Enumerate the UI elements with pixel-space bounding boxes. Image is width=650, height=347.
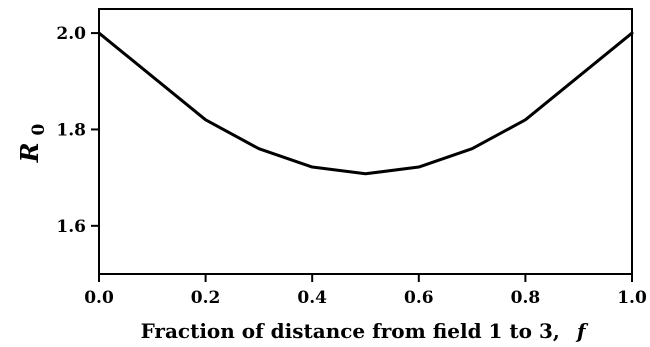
y-tick-label: 2.0 (56, 24, 86, 44)
y-tick-label: 1.8 (56, 120, 86, 140)
x-axis-title-text: Fraction of distance from field 1 to 3, (141, 319, 560, 343)
y-axis-ticks: 1.6 1.8 2.0 (56, 24, 99, 237)
y-axis-title: R 0 (15, 123, 49, 163)
x-tick-label: 0.6 (404, 288, 434, 308)
x-tick-label: 0.2 (191, 288, 221, 308)
x-axis-title: Fraction of distance from field 1 to 3, … (141, 319, 589, 343)
x-tick-label: 0.8 (511, 288, 541, 308)
y-tick-label: 1.6 (56, 217, 86, 237)
x-tick-label: 0.0 (84, 288, 114, 308)
x-axis-variable: f (575, 319, 589, 343)
x-tick-label: 1.0 (617, 288, 647, 308)
plot-frame (98, 8, 633, 275)
series-line (97, 31, 634, 176)
x-axis-ticks: 0.0 0.2 0.4 0.6 0.8 1.0 (84, 274, 647, 308)
y-axis-title-subscript: 0 (29, 123, 49, 135)
x-tick-label: 0.4 (297, 288, 327, 308)
y-axis-title-text: R (15, 142, 44, 163)
